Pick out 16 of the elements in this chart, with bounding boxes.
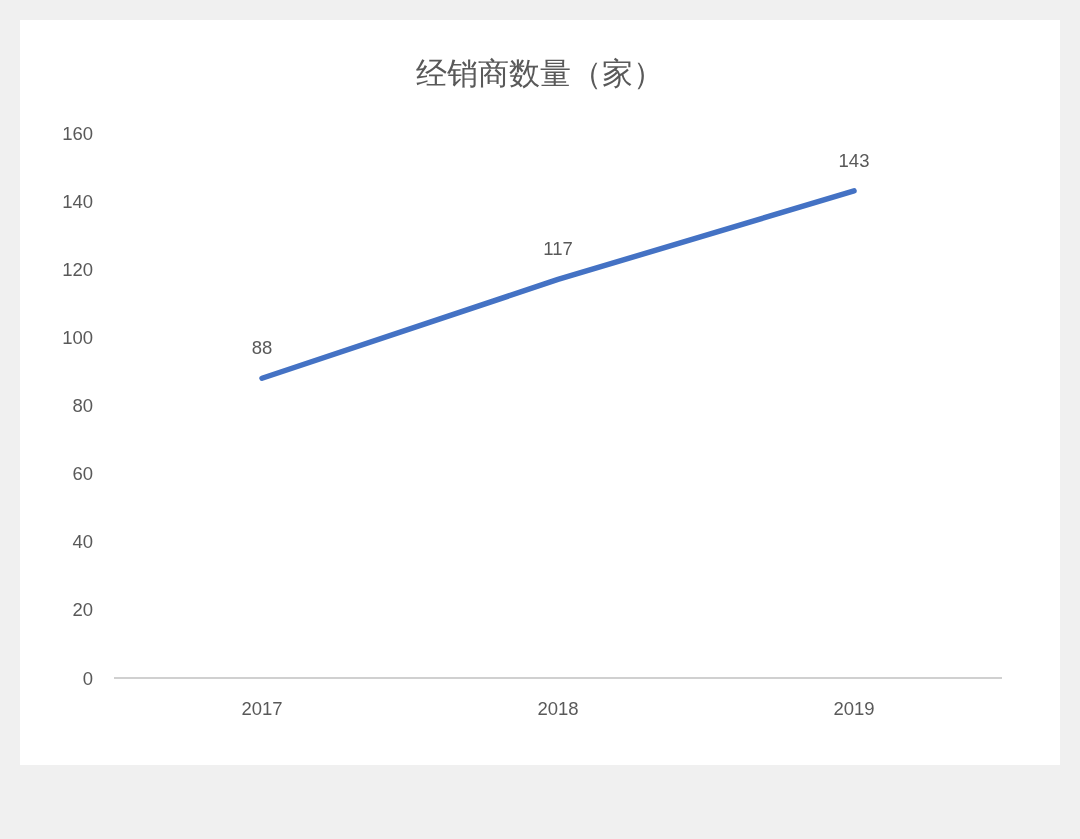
- x-tick-label: 2019: [833, 698, 875, 719]
- title: 经销商数量（家）: [416, 56, 664, 91]
- data-label: 117: [543, 238, 573, 260]
- x-tick-label: 2017: [241, 698, 283, 719]
- y-tick-label: 0: [82, 667, 93, 689]
- y-tick-label: 100: [62, 326, 93, 348]
- x-tick-label: 2018: [537, 698, 579, 719]
- y-tick-label: 140: [62, 190, 93, 212]
- y-tick-label: 40: [72, 531, 93, 553]
- y-tick-label: 60: [72, 463, 93, 485]
- y-tick-label: 80: [72, 395, 93, 416]
- y-tick-label: 20: [72, 599, 93, 621]
- y-tick-label: 160: [62, 122, 93, 144]
- y-tick-label: 120: [62, 258, 93, 280]
- data-label: 143: [838, 149, 870, 171]
- data-label: 88: [251, 337, 273, 359]
